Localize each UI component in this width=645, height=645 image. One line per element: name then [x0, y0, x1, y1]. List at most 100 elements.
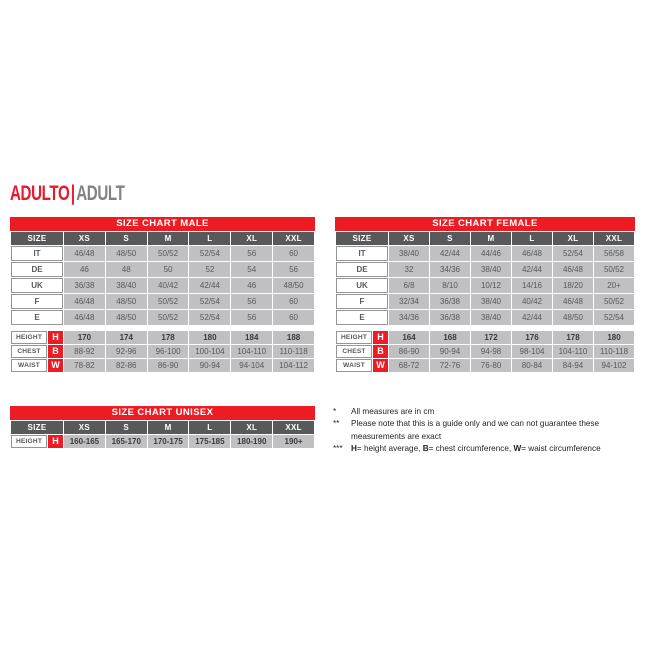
row-label-height: HEIGHT H	[11, 435, 63, 448]
column-header-m: M	[471, 232, 511, 245]
table-row: HEIGHT H 164 168 172 176 178 180	[336, 331, 634, 344]
cell-value: 104-112	[273, 359, 314, 372]
column-header-row: SIZE XS S M L XL XXL	[11, 232, 314, 245]
row-label-it: IT	[11, 246, 63, 261]
column-header-l: L	[189, 232, 231, 245]
cell-value: 178	[147, 331, 189, 344]
footnote-item: ** Please note that this is a guide only …	[333, 418, 645, 443]
cell-value: 48/50	[105, 294, 147, 309]
size-chart-unisex-heading: SIZE CHART UNISEX	[10, 406, 315, 420]
footnote-item: *** H= height average, B= chest circumfer…	[333, 443, 645, 455]
column-header-xs: XS	[389, 232, 429, 245]
column-header-xs: XS	[64, 421, 105, 434]
cell-value: 46/48	[512, 246, 552, 261]
table-row: E 46/48 48/50 50/52 52/54 56 60	[11, 310, 314, 325]
measure-label-name: WAIST	[336, 359, 372, 372]
cell-value: 178	[553, 331, 593, 344]
measure-label-name: HEIGHT	[11, 435, 47, 448]
cell-value: 174	[105, 331, 147, 344]
cell-value: 82-86	[105, 359, 147, 372]
cell-value: 60	[273, 294, 314, 309]
cell-value: 56/58	[594, 246, 634, 261]
cell-value: 104-110	[231, 345, 273, 358]
measure-label-name: CHEST	[11, 345, 47, 358]
row-label-f: F	[336, 294, 388, 309]
cell-value: 180	[594, 331, 634, 344]
cell-value: 6/8	[389, 278, 429, 293]
cell-value: 48/50	[105, 310, 147, 325]
size-chart-unisex: SIZE CHART UNISEX SIZE XS S M L XL XXL HEIGHT H 1…	[10, 406, 315, 449]
measure-label-letter-h: H	[48, 331, 63, 344]
table-row: F 32/34 36/38 38/40 40/42 46/48 50/52	[336, 294, 634, 309]
measure-label-wrap: WAIST W	[336, 359, 388, 372]
row-label-e: E	[336, 310, 388, 325]
cell-value: 165-170	[105, 435, 147, 448]
cell-value: 100-104	[189, 345, 231, 358]
column-header-l: L	[189, 421, 231, 434]
size-chart-male-body: SIZE XS S M L XL XXL IT 46/48 48/50 50/52 52/54 56 60…	[11, 232, 314, 372]
cell-value: 90-94	[189, 359, 231, 372]
cell-value: 164	[389, 331, 429, 344]
row-label-e: E	[11, 310, 63, 325]
cell-value: 52/54	[594, 310, 634, 325]
column-header-xl: XL	[231, 421, 273, 434]
table-row: HEIGHT H 160-165 165-170 170-175 175-185 180-1…	[11, 435, 314, 448]
cell-value: 94-104	[231, 359, 273, 372]
footnote-marker: *	[333, 407, 337, 416]
table-row: WAIST W 78-82 82-86 86-90 90-94 94-104 104-112	[11, 359, 314, 372]
row-label-it: IT	[336, 246, 388, 261]
table-row: E 34/36 36/38 38/40 42/44 48/50 52/54	[336, 310, 634, 325]
measure-label-name: WAIST	[11, 359, 47, 372]
footnote-text: Please note that this is a guide only an…	[351, 419, 600, 441]
cell-value: 56	[231, 246, 273, 261]
table-row: IT 46/48 48/50 50/52 52/54 56 60	[11, 246, 314, 261]
cell-value: 42/44	[430, 246, 470, 261]
size-chart-male: SIZE CHART MALE SIZE XS S M L XL XXL IT 46/48 48/…	[10, 217, 315, 373]
cell-value: 52/54	[189, 310, 231, 325]
cell-value: 54	[231, 262, 273, 277]
column-header-xxl: XXL	[594, 232, 634, 245]
size-chart-female-body: SIZE XS S M L XL XXL IT 38/40 42/44 44/46 46/48 52/5…	[336, 232, 634, 372]
cell-value: 38/40	[389, 246, 429, 261]
cell-value: 76-80	[471, 359, 511, 372]
cell-value: 98-104	[512, 345, 552, 358]
cell-value: 170	[64, 331, 105, 344]
table-row: CHEST B 86-90 90-94 94-98 98-104 104-110 110-11…	[336, 345, 634, 358]
measure-label-letter-h: H	[48, 435, 63, 448]
cell-value: 50/52	[594, 294, 634, 309]
column-header-size: SIZE	[336, 232, 388, 245]
size-chart-female-heading: SIZE CHART FEMALE	[335, 217, 635, 231]
cell-value: 52/54	[553, 246, 593, 261]
footnotes: * All measures are in cm ** Please note tha…	[333, 406, 645, 456]
table-row: WAIST W 68-72 72-76 76-80 80-84 84-94 94-102	[336, 359, 634, 372]
cell-value: 52/54	[189, 246, 231, 261]
page-title-separator: |	[70, 182, 75, 205]
measure-label-letter-b: B	[48, 345, 63, 358]
cell-value: 32	[389, 262, 429, 277]
footnote-text: H= height average, B= chest circumferenc…	[351, 444, 601, 454]
cell-value: 40/42	[512, 294, 552, 309]
cell-value: 52/54	[189, 294, 231, 309]
row-spacer	[11, 326, 314, 330]
column-header-s: S	[105, 421, 147, 434]
cell-value: 60	[273, 246, 314, 261]
measure-label-letter-w: W	[373, 359, 388, 372]
size-chart-male-table: SIZE XS S M L XL XXL IT 46/48 48/50 50/52 52/54 56 60…	[10, 231, 315, 373]
cell-value: 46/48	[553, 262, 593, 277]
table-row: CHEST B 88-92 92-96 96-100 100-104 104-110 110-…	[11, 345, 314, 358]
cell-value: 180	[189, 331, 231, 344]
cell-value: 38/40	[471, 294, 511, 309]
row-label-chest: CHEST B	[336, 345, 388, 358]
measure-label-letter-w: W	[48, 359, 63, 372]
cell-value: 34/36	[430, 262, 470, 277]
table-row: UK 6/8 8/10 10/12 14/16 18/20 20+	[336, 278, 634, 293]
row-label-de: DE	[336, 262, 388, 277]
measure-label-name: HEIGHT	[11, 331, 47, 344]
cell-value: 36/38	[430, 310, 470, 325]
cell-value: 34/36	[389, 310, 429, 325]
cell-value: 42/44	[189, 278, 231, 293]
cell-value: 20+	[594, 278, 634, 293]
cell-value: 38/40	[471, 262, 511, 277]
cell-value: 170-175	[147, 435, 189, 448]
row-label-f: F	[11, 294, 63, 309]
